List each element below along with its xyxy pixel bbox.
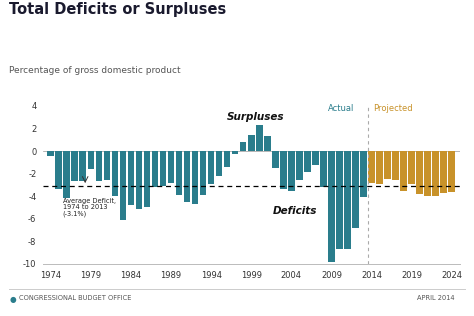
Bar [424,151,431,196]
Bar [88,151,94,169]
Bar [328,151,335,262]
Bar [352,151,359,228]
Bar [103,151,110,180]
Bar [119,151,126,220]
Bar [208,151,214,184]
Bar [224,151,230,167]
Text: Actual: Actual [328,104,354,113]
Bar [448,151,455,191]
Bar [264,136,271,151]
Bar [336,151,343,249]
Text: (-3.1%): (-3.1%) [63,210,87,217]
Bar [344,151,351,249]
Text: CONGRESSIONAL BUDGET OFFICE: CONGRESSIONAL BUDGET OFFICE [19,295,131,301]
Bar [392,151,399,180]
Text: APRIL 2014: APRIL 2014 [418,295,455,301]
Text: Projected: Projected [373,104,413,113]
Bar [184,151,191,202]
Text: Total Deficits or Surpluses: Total Deficits or Surpluses [9,2,227,16]
Bar [416,151,423,194]
Bar [240,142,246,151]
Bar [111,151,118,196]
Bar [409,151,415,184]
Bar [384,151,391,179]
Bar [320,151,327,187]
Bar [47,151,54,155]
Bar [55,151,62,189]
Bar [96,151,102,181]
Bar [312,151,319,165]
Bar [376,151,383,184]
Bar [144,151,150,207]
Bar [368,151,375,183]
Bar [304,151,310,173]
Bar [168,151,174,183]
Bar [280,151,287,189]
Bar [176,151,182,195]
Bar [160,151,166,186]
Bar [192,151,198,204]
Bar [360,151,367,197]
Bar [136,151,142,209]
Bar [232,151,238,155]
Bar [72,151,78,181]
Text: ●: ● [9,295,16,304]
Bar [272,151,279,168]
Bar [80,151,86,181]
Bar [432,151,439,196]
Bar [64,151,70,198]
Bar [152,151,158,187]
Bar [401,151,407,191]
Text: Surpluses: Surpluses [227,112,284,122]
Bar [200,151,206,195]
Text: Percentage of gross domestic product: Percentage of gross domestic product [9,66,181,75]
Bar [256,125,263,151]
Bar [296,151,302,180]
Bar [248,135,255,151]
Bar [288,151,295,191]
Bar [216,151,222,176]
Bar [440,151,447,193]
Text: Average Deficit,: Average Deficit, [63,198,116,204]
Bar [128,151,134,205]
Text: 1974 to 2013: 1974 to 2013 [63,204,107,210]
Text: Deficits: Deficits [273,206,318,216]
